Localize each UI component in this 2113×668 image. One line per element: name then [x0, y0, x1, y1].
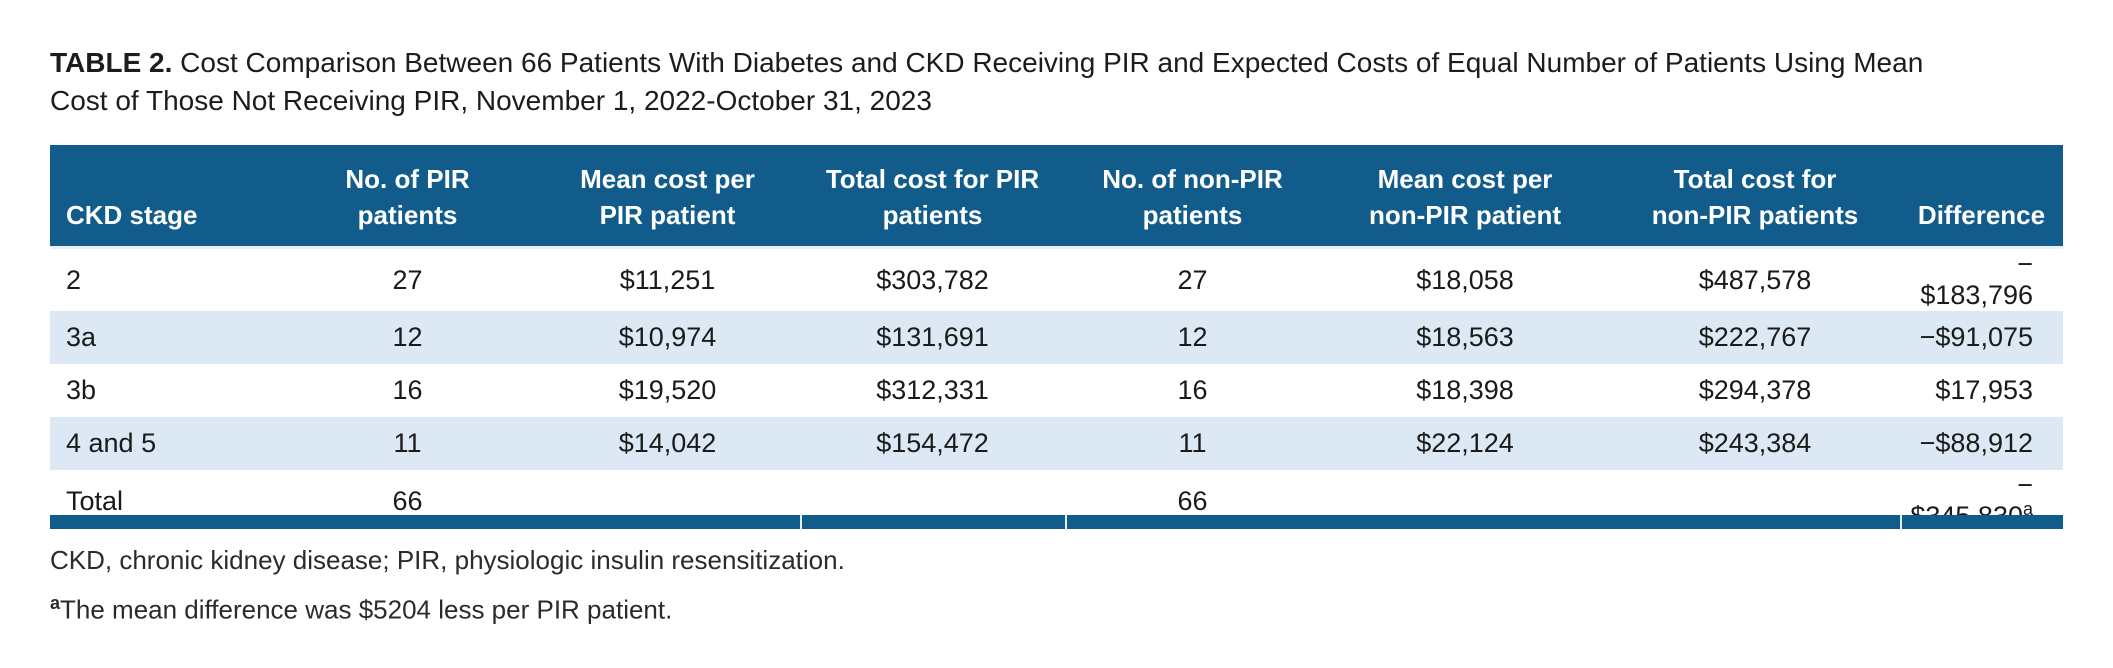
table-cell: $11,251	[535, 246, 800, 311]
table-cell: 16	[1177, 375, 1208, 405]
table-cell: $22,124	[1416, 428, 1514, 458]
table-row-stage-3a: 3a 12 $10,974 $131,691 12 $18,563 $222,7…	[50, 311, 2063, 364]
table-cell: 2	[50, 246, 280, 311]
table-cell: $131,691	[876, 322, 989, 352]
table-cell: −$183,796	[1900, 246, 2063, 311]
footnote-a: aThe mean difference was $5204 less per …	[50, 586, 2040, 627]
column-header-ckd-stage: CKD stage	[50, 145, 280, 248]
table-cell: 16	[392, 375, 423, 405]
footnote-a-reference: a	[2022, 499, 2033, 519]
table-cell: $18,563	[1416, 322, 1514, 352]
column-header-mean-cost-pir: Mean cost per PIR patient	[535, 145, 800, 248]
footnotes: CKD, chronic kidney disease; PIR, physio…	[50, 543, 2040, 636]
table-cell: $17,953	[1935, 375, 2033, 405]
table-caption-label: TABLE 2.	[50, 47, 173, 78]
table-cell: 66	[1177, 485, 1208, 516]
column-header-difference: Difference	[1900, 145, 2063, 248]
table-caption-line2: Cost of Those Not Receiving PIR, Novembe…	[50, 85, 932, 116]
column-header-pir-patients: No. of PIR patients	[280, 145, 535, 248]
table-cell: 3b	[66, 375, 97, 405]
table-cell: $18,398	[1416, 375, 1514, 405]
table-cell: 12	[392, 322, 423, 352]
table-cell: $18,058	[1320, 246, 1610, 311]
table-cell: $154,472	[876, 428, 989, 458]
table-cell: $243,384	[1698, 428, 1812, 458]
table-cell: 3a	[66, 322, 97, 352]
table-cell: $487,578	[1610, 246, 1900, 311]
table-caption: TABLE 2. Cost Comparison Between 66 Pati…	[50, 44, 2040, 120]
table-cell: $10,974	[618, 322, 717, 352]
table-cell: $222,767	[1698, 322, 1812, 352]
bottom-rule-segment	[1065, 515, 1900, 529]
footnote-a-text: The mean difference was $5204 less per P…	[60, 594, 673, 625]
cost-comparison-table: CKD stage No. of PIR patients Mean cost …	[50, 145, 2063, 532]
abbreviation-note: CKD, chronic kidney disease; PIR, physio…	[50, 545, 845, 575]
table-row-stage-2: 2 27 $11,251 $303,782 27 $18,058 $487,57…	[50, 246, 2063, 311]
table-bottom-rule	[50, 515, 2063, 529]
table-cell: $19,520	[618, 375, 717, 405]
table-cell: 27	[1065, 246, 1320, 311]
header-row: CKD stage No. of PIR patients Mean cost …	[50, 145, 2063, 248]
column-header-mean-cost-nonpir: Mean cost per non-PIR patient	[1320, 145, 1610, 248]
column-header-nonpir-patients: No. of non-PIR patients	[1065, 145, 1320, 248]
table-cell: −$91,075	[1919, 322, 2033, 352]
footnote-a-marker: a	[50, 593, 61, 613]
table-cell: 27	[280, 246, 535, 311]
bottom-rule-segment	[50, 515, 800, 529]
column-header-total-cost-nonpir: Total cost for non-PIR patients	[1610, 145, 1900, 248]
table-row-stage-4-5: 4 and 5 11 $14,042 $154,472 11 $22,124 $…	[50, 417, 2063, 470]
table-cell: 11	[393, 428, 422, 458]
table-cell: Total	[66, 485, 124, 516]
table-cell: 11	[1178, 428, 1207, 458]
column-header-total-cost-pir: Total cost for PIR patients	[800, 145, 1065, 248]
bottom-rule-segment	[1900, 515, 2063, 529]
table-caption-line1: Cost Comparison Between 66 Patients With…	[180, 47, 1924, 78]
table-cell: $14,042	[618, 428, 717, 458]
table-row-stage-3b: 3b 16 $19,520 $312,331 16 $18,398 $294,3…	[50, 364, 2063, 417]
table-cell: −$88,912	[1919, 428, 2033, 458]
table-cell: 12	[1177, 322, 1208, 352]
table-cell: $303,782	[800, 246, 1065, 311]
table-cell: $294,378	[1698, 375, 1812, 405]
table-cell: 66	[392, 485, 423, 516]
table-cell: $312,331	[876, 375, 989, 405]
bottom-rule-segment	[800, 515, 1065, 529]
table-cell: 4 and 5	[66, 428, 157, 458]
